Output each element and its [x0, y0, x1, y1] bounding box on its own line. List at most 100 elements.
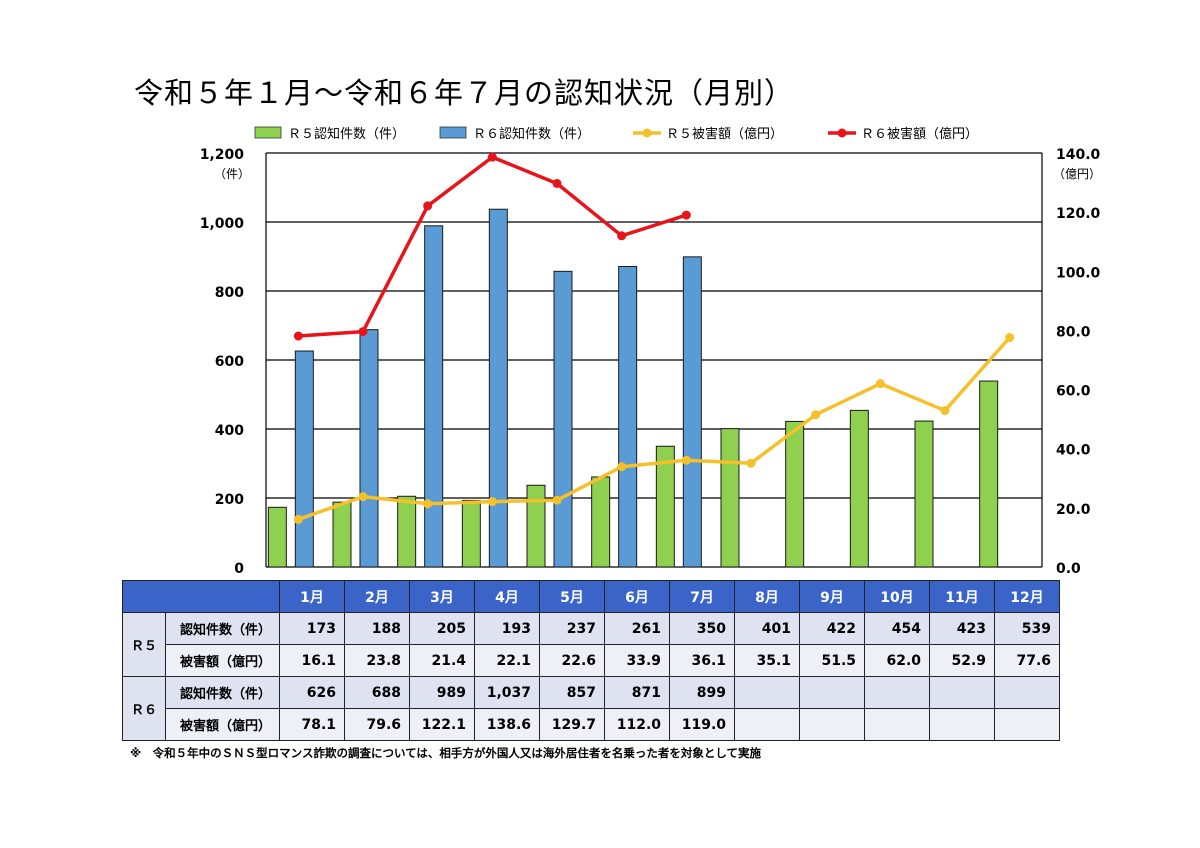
table-cell: 237	[539, 612, 606, 645]
legend-label: Ｒ６被害額（億円）	[861, 126, 978, 142]
table-row: 被害額（億円） 16.1 23.8 21.4 22.1 22.6 33.9 36.1 35.1 5…	[123, 644, 1061, 677]
table-cell: 454	[864, 612, 931, 645]
y-left-tick-label: 400	[215, 423, 244, 439]
table-row: 被害額（億円） 78.1 79.6 122.1 138.6 129.7 112.0 119.0	[123, 708, 1061, 741]
bar-r5	[267, 506, 287, 568]
table-cell: 261	[604, 612, 671, 645]
table-row: Ｒ５ 認知件数（件） 173 188 205 193 237 261 350 401 422 454 4…	[121, 612, 1061, 677]
header-month: 12月	[994, 580, 1061, 613]
table-cell: 16.1	[279, 644, 346, 677]
point-r6-damage	[293, 331, 303, 341]
point-r5-damage	[940, 406, 950, 416]
table-cell: 401	[734, 612, 801, 645]
point-r5-damage	[875, 379, 885, 389]
footnote: ※ 令和５年中のＳＮＳ型ロマンス詐欺の調査については、相手方が外国人又は海外居住…	[130, 746, 762, 760]
table-cell: 36.1	[669, 644, 736, 677]
table-cell: 626	[279, 676, 346, 709]
point-r6-damage	[552, 178, 562, 188]
y-left-tick-label: 1,200	[200, 147, 245, 163]
bar-r5	[591, 476, 611, 568]
table-cell: 989	[409, 676, 476, 709]
y-right-tick-label: 40.0	[1056, 443, 1091, 459]
y-right-unit: （億円）	[1053, 167, 1101, 181]
table-cell	[929, 708, 996, 741]
row-label: 認知件数（件）	[165, 676, 281, 709]
header-month: 10月	[864, 580, 931, 613]
table-cell: 539	[994, 612, 1061, 645]
y-right-tick-label: 80.0	[1056, 324, 1091, 340]
table-cell	[864, 708, 931, 741]
table-cell: 21.4	[409, 644, 476, 677]
bar-r5	[332, 501, 352, 568]
page-title: 令和５年１月～令和６年７月の認知状況（月別）	[134, 76, 795, 110]
y-left-tick-label: 0	[234, 561, 244, 577]
legend-label: Ｒ６認知件数（件）	[473, 126, 590, 142]
point-r5-damage	[681, 455, 691, 465]
bar-r6	[618, 266, 638, 568]
point-r5-damage	[811, 410, 821, 420]
header-corner	[121, 580, 281, 613]
bar-r6	[488, 208, 508, 568]
row-group-label: Ｒ５	[121, 612, 167, 677]
table-cell: 422	[799, 612, 866, 645]
table-cell: 871	[604, 676, 671, 709]
table-cell: 77.6	[994, 644, 1061, 677]
point-r5-damage	[617, 462, 627, 472]
table-cell: 857	[539, 676, 606, 709]
header-month: 1月	[279, 580, 346, 613]
header-month: 4月	[474, 580, 541, 613]
row-label: 被害額（億円）	[165, 708, 281, 741]
point-r5-damage	[1005, 333, 1015, 343]
bar-r5	[785, 420, 805, 568]
bar-r5	[849, 409, 869, 568]
y-right-tick-label: 20.0	[1056, 502, 1091, 518]
point-r5-damage	[487, 497, 497, 507]
table-cell: 138.6	[474, 708, 541, 741]
table-cell	[734, 676, 801, 709]
header-month: 7月	[669, 580, 736, 613]
table-cell: 173	[279, 612, 346, 645]
point-r6-damage	[617, 231, 627, 241]
table-cell: 1,037	[474, 676, 541, 709]
point-r6-damage	[487, 152, 497, 162]
header-month: 11月	[929, 580, 996, 613]
table-cell: 52.9	[929, 644, 996, 677]
y-right-tick-label: 120.0	[1056, 206, 1101, 222]
header-month: 5月	[539, 580, 606, 613]
header-month: 6月	[604, 580, 671, 613]
y-left-tick-label: 1,000	[200, 216, 245, 232]
legend-label: Ｒ５認知件数（件）	[288, 126, 405, 142]
point-r5-damage	[293, 514, 303, 524]
legend-marker	[642, 128, 652, 138]
table-cell	[734, 708, 801, 741]
legend-label: Ｒ５被害額（億円）	[666, 126, 783, 142]
table-cell	[994, 676, 1061, 709]
table-row: Ｒ６ 認知件数（件） 626 688 989 1,037 857 871 899	[121, 676, 1061, 741]
table-cell: 79.6	[344, 708, 411, 741]
y-left-tick-label: 600	[215, 354, 244, 370]
table-cell: 688	[344, 676, 411, 709]
table-cell: 205	[409, 612, 476, 645]
table-cell: 22.1	[474, 644, 541, 677]
point-r6-damage	[423, 201, 433, 211]
y-left-tick-label: 800	[215, 285, 244, 301]
bar-r6	[424, 225, 444, 568]
bar-r5	[397, 495, 417, 568]
table-cell: 193	[474, 612, 541, 645]
bar-r6	[359, 329, 379, 568]
header-month: 2月	[344, 580, 411, 613]
header-month: 9月	[799, 580, 866, 613]
table-cell: 350	[669, 612, 736, 645]
bar-r6	[553, 270, 573, 568]
row-group-label: Ｒ６	[121, 676, 167, 741]
bar-r6	[294, 350, 314, 568]
point-r5-damage	[746, 458, 756, 468]
table-cell: 51.5	[799, 644, 866, 677]
table-cell: 129.7	[539, 708, 606, 741]
combo-chart: 0 200 400 600 800 1,000 1,200 0.0 20.0 40.0 60.0 80…	[200, 126, 1101, 577]
header-month: 3月	[409, 580, 476, 613]
table-header-row: 1月 2月 3月 4月 5月 6月 7月 8月 9月 10月 11月 12月	[121, 580, 1061, 613]
bar-r5	[461, 499, 481, 568]
data-table: 1月 2月 3月 4月 5月 6月 7月 8月 9月 10月 11月 12月 Ｒ５ 認知件数（件） 173 1…	[121, 580, 1061, 741]
point-r6-damage	[358, 327, 368, 337]
